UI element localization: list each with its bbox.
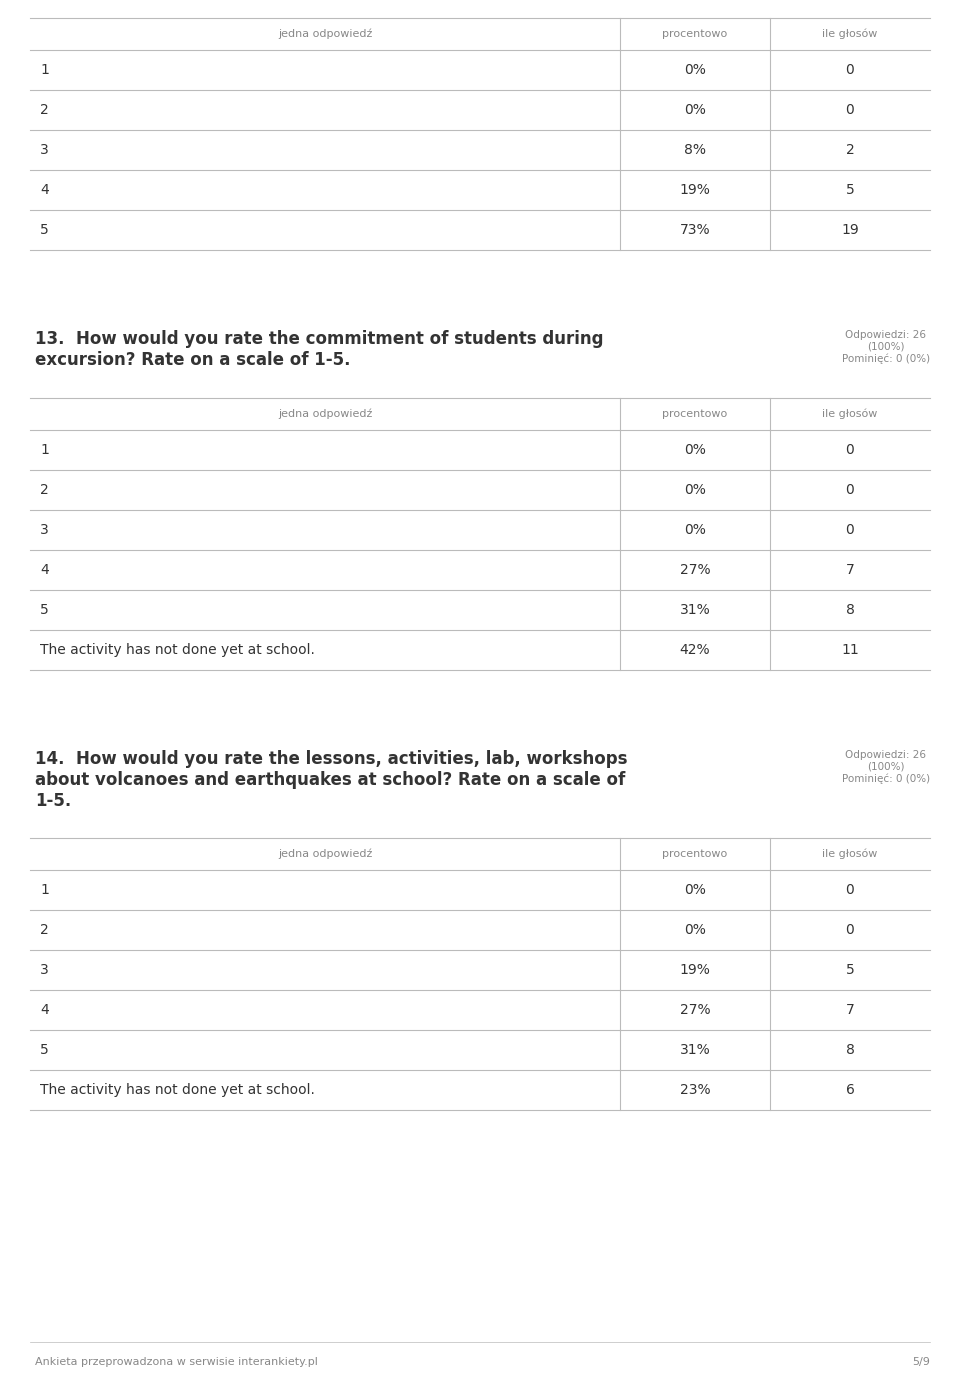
Text: jedna odpowiedź: jedna odpowiedź	[277, 848, 372, 859]
Text: 19: 19	[841, 223, 859, 237]
Text: 42%: 42%	[680, 644, 710, 657]
Text: 4: 4	[40, 563, 49, 577]
Text: 5: 5	[40, 223, 49, 237]
Text: 0: 0	[846, 483, 854, 497]
Text: 4: 4	[40, 1003, 49, 1017]
Text: procentowo: procentowo	[662, 29, 728, 39]
Text: 3: 3	[40, 143, 49, 156]
Text: 31%: 31%	[680, 603, 710, 617]
Text: 0%: 0%	[684, 523, 706, 537]
Text: ile głosów: ile głosów	[823, 29, 877, 39]
Text: 1: 1	[40, 443, 49, 457]
Text: 2: 2	[40, 923, 49, 937]
Text: The activity has not done yet at school.: The activity has not done yet at school.	[40, 1084, 315, 1098]
Text: 23%: 23%	[680, 1084, 710, 1098]
Text: Odpowiedzi: 26
(100%)
Pominięć: 0 (0%): Odpowiedzi: 26 (100%) Pominięć: 0 (0%)	[842, 329, 930, 364]
Text: 5/9: 5/9	[912, 1356, 930, 1367]
Text: 0%: 0%	[684, 923, 706, 937]
Text: 8: 8	[846, 1044, 854, 1057]
Text: 3: 3	[40, 963, 49, 977]
Text: Odpowiedzi: 26
(100%)
Pominięć: 0 (0%): Odpowiedzi: 26 (100%) Pominięć: 0 (0%)	[842, 750, 930, 783]
Text: 13.  How would you rate the commitment of students during
excursion? Rate on a s: 13. How would you rate the commitment of…	[35, 329, 604, 368]
Text: 14.  How would you rate the lessons, activities, lab, workshops
about volcanoes : 14. How would you rate the lessons, acti…	[35, 750, 628, 810]
Text: 0: 0	[846, 64, 854, 78]
Text: 27%: 27%	[680, 563, 710, 577]
Text: 31%: 31%	[680, 1044, 710, 1057]
Text: 5: 5	[40, 603, 49, 617]
Text: 0: 0	[846, 523, 854, 537]
Text: jedna odpowiedź: jedna odpowiedź	[277, 29, 372, 39]
Text: 5: 5	[846, 183, 854, 197]
Text: 6: 6	[846, 1084, 854, 1098]
Text: 0%: 0%	[684, 102, 706, 118]
Text: 5: 5	[40, 1044, 49, 1057]
Text: 73%: 73%	[680, 223, 710, 237]
Text: 8: 8	[846, 603, 854, 617]
Text: 1: 1	[40, 883, 49, 897]
Text: 0%: 0%	[684, 443, 706, 457]
Text: procentowo: procentowo	[662, 410, 728, 419]
Text: 0: 0	[846, 923, 854, 937]
Text: 7: 7	[846, 1003, 854, 1017]
Text: 19%: 19%	[680, 963, 710, 977]
Text: 2: 2	[40, 483, 49, 497]
Text: 11: 11	[841, 644, 859, 657]
Text: 4: 4	[40, 183, 49, 197]
Text: 2: 2	[40, 102, 49, 118]
Text: 7: 7	[846, 563, 854, 577]
Text: 27%: 27%	[680, 1003, 710, 1017]
Text: Ankieta przeprowadzona w serwisie interankiety.pl: Ankieta przeprowadzona w serwisie intera…	[35, 1356, 318, 1367]
Text: 0%: 0%	[684, 883, 706, 897]
Text: 0: 0	[846, 443, 854, 457]
Text: 2: 2	[846, 143, 854, 156]
Text: ile głosów: ile głosów	[823, 408, 877, 419]
Text: 0: 0	[846, 883, 854, 897]
Text: 5: 5	[846, 963, 854, 977]
Text: 0%: 0%	[684, 64, 706, 78]
Text: ile głosów: ile głosów	[823, 848, 877, 859]
Text: procentowo: procentowo	[662, 848, 728, 859]
Text: 1: 1	[40, 64, 49, 78]
Text: 0%: 0%	[684, 483, 706, 497]
Text: 19%: 19%	[680, 183, 710, 197]
Text: The activity has not done yet at school.: The activity has not done yet at school.	[40, 644, 315, 657]
Text: 8%: 8%	[684, 143, 706, 156]
Text: 0: 0	[846, 102, 854, 118]
Text: jedna odpowiedź: jedna odpowiedź	[277, 408, 372, 419]
Text: 3: 3	[40, 523, 49, 537]
